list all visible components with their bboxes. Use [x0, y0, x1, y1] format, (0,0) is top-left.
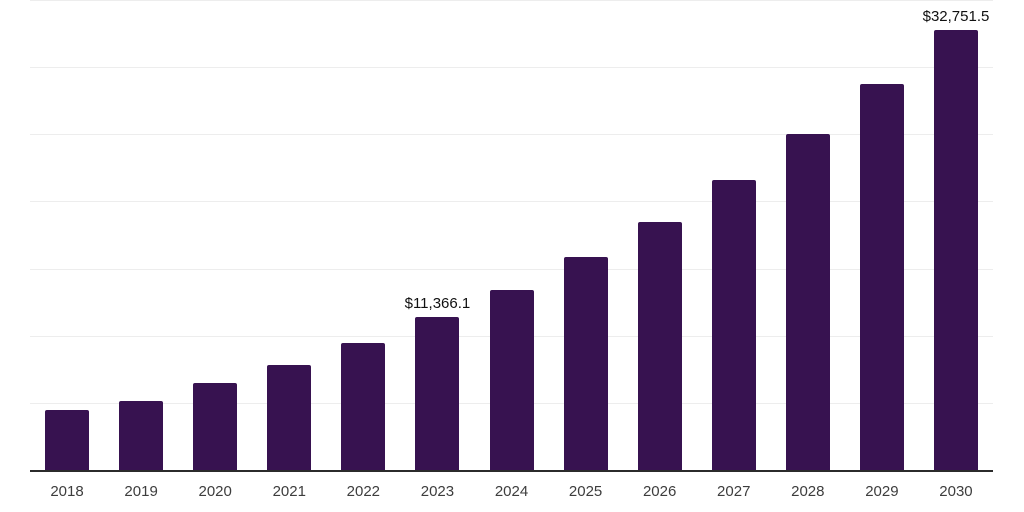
bar-2029 — [859, 84, 904, 470]
bar-value-label: $32,751.5 — [922, 8, 990, 26]
bar-2022 — [341, 342, 386, 470]
bar-2018 — [45, 409, 90, 470]
bar-slot — [252, 0, 326, 470]
x-tick-label: 2020 — [198, 483, 232, 500]
bar-2020 — [193, 382, 238, 470]
bar-value-label: $11,366.1 — [404, 295, 471, 313]
x-tick-label: 2026 — [642, 483, 677, 500]
bar-2028 — [785, 134, 830, 470]
x-tick-label: 2029 — [865, 483, 899, 500]
bar-slot — [326, 0, 400, 470]
gridline — [30, 67, 993, 69]
bar-slot — [549, 0, 623, 470]
bar-slot — [623, 0, 697, 470]
gridline — [30, 0, 993, 1]
x-tick-label: 2027 — [717, 483, 751, 500]
bar-slot: $32,751.5 — [919, 0, 993, 470]
bar-2021 — [267, 364, 312, 470]
bar-slot — [178, 0, 252, 470]
gridline — [30, 134, 993, 136]
x-tick-label: 2021 — [272, 483, 306, 500]
bar-slot — [697, 0, 771, 470]
bar-slot — [845, 0, 919, 470]
gridline — [30, 268, 993, 270]
bar-slot — [30, 0, 104, 470]
bar-2019 — [119, 400, 164, 470]
bar-2025 — [563, 256, 608, 470]
bar-slot: $11,366.1 — [400, 0, 474, 470]
bar-slot — [474, 0, 548, 470]
x-tick-label: 2028 — [791, 483, 825, 500]
bars-layer: $11,366.1 $32,751.5 — [30, 0, 993, 470]
bar-slot — [104, 0, 178, 470]
x-tick-label: 2024 — [494, 483, 529, 500]
bar-2024 — [489, 289, 534, 470]
bar-slot — [771, 0, 845, 470]
plot-area: $11,366.1 $32,751.5 — [30, 0, 993, 472]
x-tick-label: 2023 — [420, 483, 455, 500]
bar-2027 — [711, 179, 756, 470]
x-tick-label: 2019 — [124, 483, 158, 500]
x-tick-label: 2025 — [568, 483, 603, 500]
x-axis-line — [30, 470, 993, 472]
x-tick-label: 2030 — [939, 483, 973, 500]
bar-2030 — [933, 30, 978, 470]
gridline — [30, 201, 993, 203]
x-tick-label: 2022 — [346, 483, 381, 500]
x-axis: 2018 2019 2020 2021 2022 2023 2024 2025 2026 2027… — [30, 484, 993, 499]
bar-2023 — [415, 317, 460, 470]
bar-2026 — [637, 221, 682, 470]
x-tick-label: 2018 — [50, 483, 84, 500]
